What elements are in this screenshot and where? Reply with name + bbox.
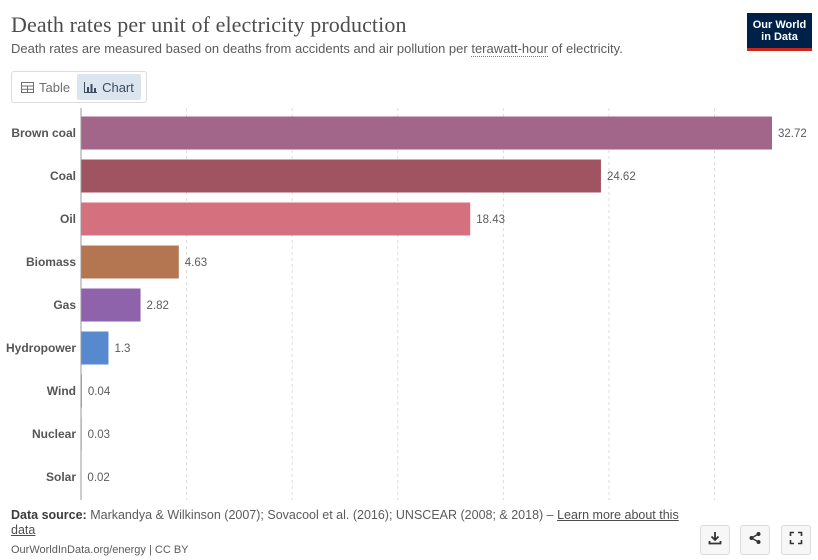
subtitle-text: Death rates are measured based on deaths… [11,41,472,56]
value-label: 24.62 [607,171,636,183]
category-label: Biomass [26,255,76,269]
category-label: Solar [46,470,76,484]
share-icon [748,531,762,550]
value-label: 0.03 [88,429,110,441]
logo-line-2: in Data [761,31,798,43]
bar[interactable] [81,202,471,236]
credit-line[interactable]: OurWorldInData.org/energy | CC BY [11,544,189,556]
learn-more-link[interactable]: Learn more about this data [11,508,679,537]
category-label: Coal [50,169,76,183]
tab-chart[interactable]: Chart [77,74,141,100]
download-button[interactable] [700,525,730,555]
value-label: 1.3 [114,343,130,355]
category-label: Hydropower [6,341,76,355]
value-label: 0.04 [88,386,111,398]
tab-chart-label: Chart [102,79,134,95]
fullscreen-icon [789,531,803,550]
value-label: 4.63 [185,257,207,269]
owid-logo[interactable]: Our World in Data [747,13,812,51]
chart-subtitle: Death rates are measured based on deaths… [11,41,623,57]
data-source-label: Data source: [11,508,87,522]
bar[interactable] [81,245,179,279]
category-label: Brown coal [11,126,76,140]
bar-chart: Brown coal 32.72 Coal 24.62 Oil 18.43 Biomass 4… [6,108,807,500]
category-label: Nuclear [32,427,76,441]
category-label: Wind [47,384,76,398]
bar[interactable] [81,159,601,193]
tab-table[interactable]: Table [14,74,77,100]
bar[interactable] [81,331,109,365]
download-icon [708,531,722,550]
value-label: 32.72 [778,128,807,140]
bar[interactable] [81,116,772,150]
value-label: 18.43 [476,214,505,226]
chart-title: Death rates per unit of electricity prod… [11,12,407,37]
bar[interactable] [81,288,141,322]
terawatt-hour-term[interactable]: terawatt-hour [471,41,548,57]
table-icon [21,81,34,93]
fullscreen-button[interactable] [781,525,811,555]
bar-chart-icon [84,81,98,93]
data-source-text: Markandya & Wilkinson (2007); Sovacool e… [86,508,558,522]
logo-line-1: Our World [752,19,807,31]
tab-table-label: Table [39,79,71,95]
data-source-note: Data source: Markandya & Wilkinson (2007… [11,508,691,538]
value-label: 0.02 [87,472,109,484]
subtitle-tail: of electricity. [547,41,623,56]
category-label: Gas [53,298,76,312]
share-button[interactable] [740,525,770,555]
view-tabs: Table Chart [11,71,147,103]
category-label: Oil [60,212,76,226]
logo-accent-bar [747,48,812,51]
value-label: 2.82 [147,300,169,312]
